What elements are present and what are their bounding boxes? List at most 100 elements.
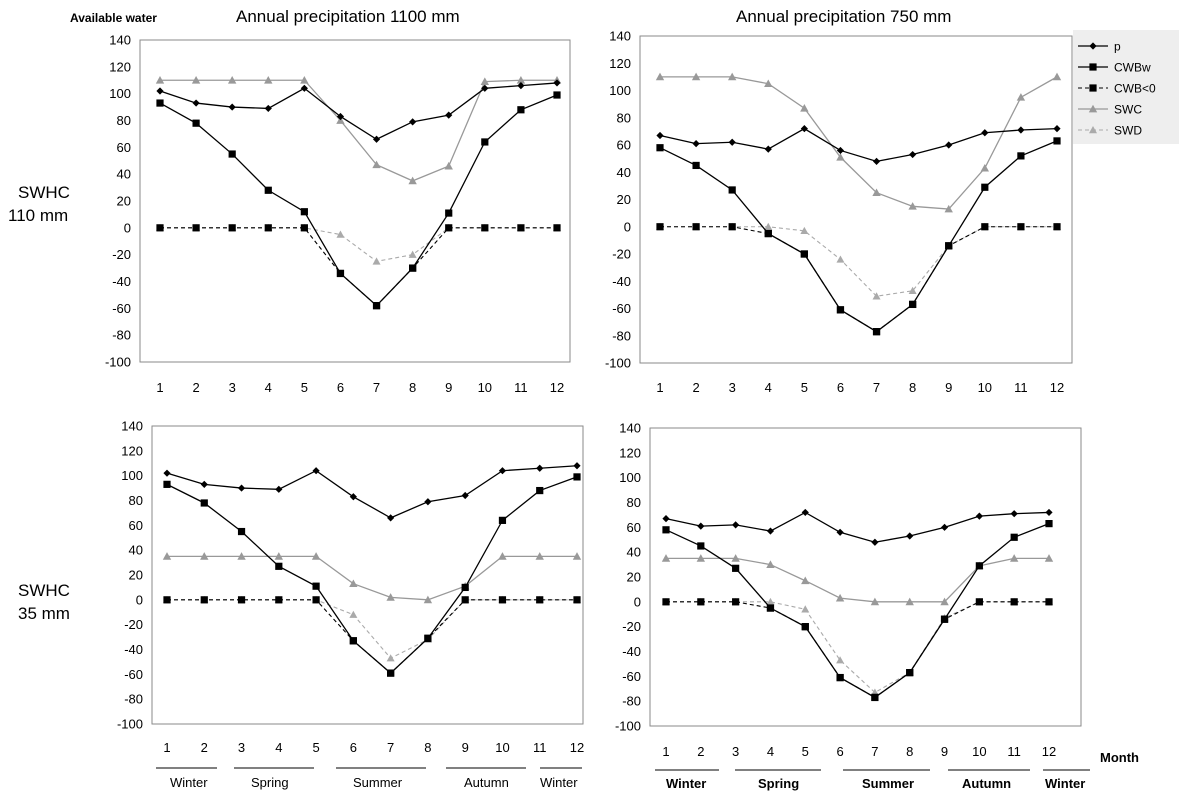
x-tick-label: 2	[692, 380, 699, 395]
data-point	[764, 229, 772, 238]
data-point	[237, 596, 246, 604]
data-point	[836, 146, 845, 155]
column-title-1100: Annual precipitation 1100 mm	[236, 7, 460, 26]
data-point	[163, 596, 171, 604]
data-point	[200, 596, 208, 604]
data-point	[424, 498, 432, 506]
data-point	[1045, 508, 1053, 517]
data-point	[372, 135, 381, 143]
season-winter-right-2: Winter	[1045, 776, 1085, 791]
x-tick-label: 8	[424, 740, 431, 755]
y-tick-label: 100	[121, 468, 143, 483]
series-line	[660, 226, 1057, 333]
data-point	[162, 552, 172, 560]
x-tick-label: 4	[275, 740, 282, 755]
y-tick-label: 40	[129, 543, 143, 558]
data-point	[872, 292, 881, 300]
data-point	[732, 598, 740, 606]
x-tick-label: 11	[533, 740, 547, 755]
x-tick-label: 12	[1042, 744, 1056, 759]
data-point	[871, 693, 879, 702]
data-point	[981, 129, 989, 137]
x-tick-label: 6	[337, 380, 344, 395]
data-point	[192, 119, 200, 127]
x-tick-label: 4	[765, 380, 772, 395]
data-point	[1017, 126, 1025, 134]
series-cwb-neg	[656, 223, 1061, 336]
data-point	[836, 255, 845, 263]
y-tick-label: 100	[619, 470, 641, 485]
season-winter-left-1: Winter	[170, 775, 208, 790]
data-point	[732, 521, 740, 529]
season-spring-right: Spring	[758, 776, 799, 791]
season-spring-left: Spring	[251, 775, 289, 790]
data-point	[945, 141, 953, 149]
data-point	[461, 596, 469, 604]
series-swd	[156, 223, 561, 265]
y-tick-label: 120	[109, 59, 131, 74]
data-point	[836, 153, 845, 161]
data-point	[800, 125, 808, 133]
series-line	[665, 511, 1050, 543]
data-point	[192, 224, 200, 232]
data-point	[1044, 554, 1054, 562]
y-tick-label: -20	[612, 247, 631, 262]
data-point	[573, 462, 581, 470]
data-point	[200, 499, 208, 507]
data-point	[264, 76, 273, 84]
data-point	[572, 552, 582, 560]
data-point	[461, 583, 469, 592]
x-tick-label: 6	[350, 740, 357, 755]
data-point	[940, 523, 949, 531]
series-line	[160, 79, 557, 182]
x-tick-label: 12	[550, 380, 564, 395]
legend-label: p	[1114, 40, 1121, 54]
data-point	[536, 486, 544, 495]
data-point	[200, 552, 209, 560]
data-point	[573, 596, 581, 604]
data-point	[387, 514, 395, 522]
x-tick-label: 11	[1014, 380, 1028, 395]
data-point	[764, 222, 773, 230]
data-point	[981, 183, 989, 191]
data-point	[1045, 598, 1053, 606]
series-line	[659, 140, 1058, 333]
data-point	[517, 82, 525, 90]
data-point	[906, 532, 914, 540]
series-cwb-neg	[662, 598, 1053, 702]
data-point	[1045, 520, 1053, 528]
data-point	[975, 562, 983, 570]
data-point	[409, 264, 417, 272]
data-point	[871, 538, 879, 546]
y-tick-label: 80	[617, 110, 631, 125]
data-point	[697, 522, 705, 530]
series-cwbw	[662, 520, 1053, 702]
data-point	[300, 84, 308, 92]
data-point	[766, 597, 775, 606]
x-tick-label: 2	[192, 380, 199, 395]
data-point	[498, 596, 507, 604]
series-line	[167, 599, 577, 674]
data-point	[264, 186, 272, 194]
x-tick-label: 12	[1050, 380, 1064, 395]
series-swc	[661, 554, 1054, 606]
data-point	[445, 209, 453, 217]
data-point	[535, 552, 544, 560]
data-point	[387, 669, 395, 677]
series-line	[159, 82, 558, 141]
x-tick-label: 6	[837, 380, 844, 395]
data-point	[872, 157, 881, 165]
data-point	[731, 554, 740, 562]
y-tick-label: 100	[109, 86, 131, 101]
data-point	[156, 224, 164, 232]
x-tick-label: 10	[478, 380, 492, 395]
data-point	[423, 595, 433, 604]
row-label-110-line2: 110 mm	[8, 206, 68, 225]
legend-swatch-marker	[1089, 42, 1097, 50]
data-point	[975, 512, 983, 520]
x-tick-label: 7	[373, 380, 380, 395]
data-point	[906, 669, 914, 677]
data-point	[517, 106, 525, 114]
